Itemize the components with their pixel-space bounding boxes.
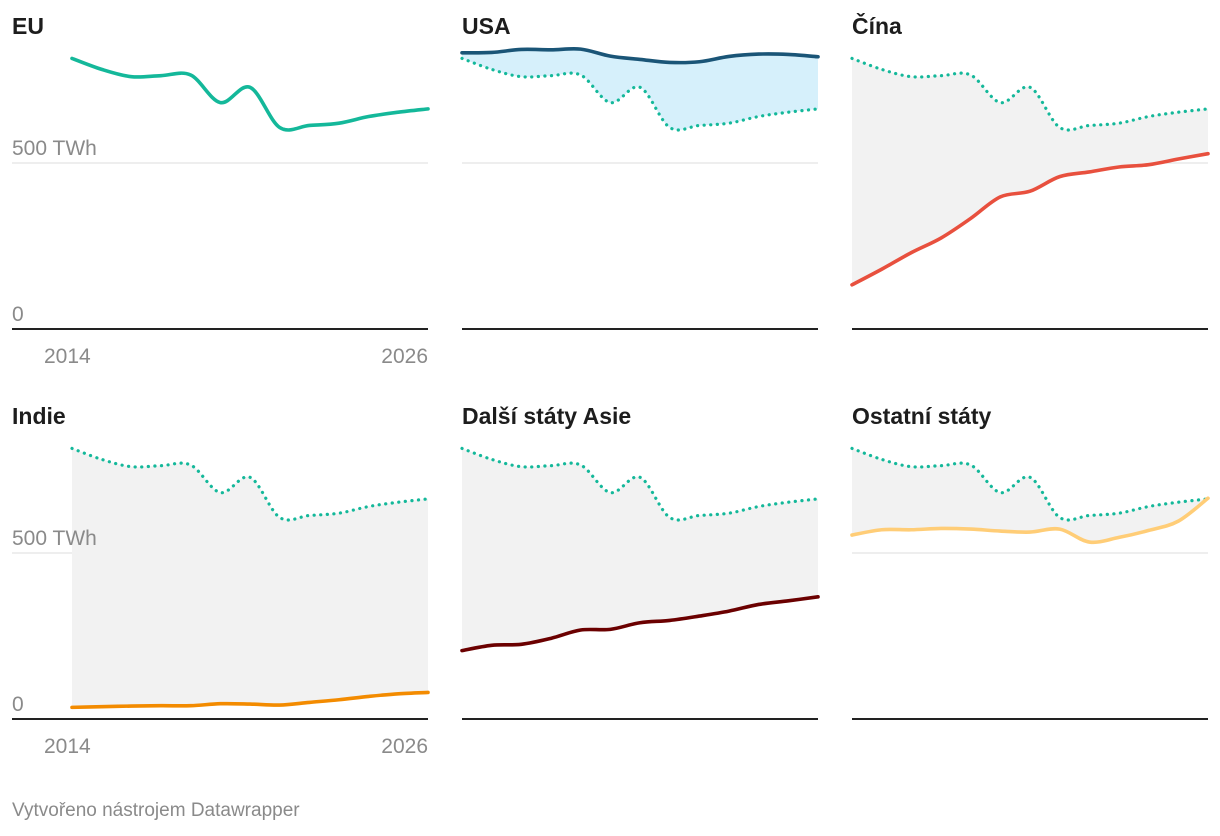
panel-title: Indie: [12, 403, 66, 429]
panel-5: Další státy Asie: [460, 403, 820, 720]
series-line: [460, 46, 820, 65]
panel-title: Další státy Asie: [462, 403, 631, 429]
eu-reference-line: [460, 56, 820, 132]
panel-title: EU: [12, 13, 44, 39]
eu-reference-line: [70, 446, 430, 522]
series-line: [70, 690, 430, 710]
series-line: [460, 595, 820, 653]
panel-title: Ostatní státy: [852, 403, 992, 429]
y-tick-label: 0: [12, 303, 24, 326]
y-tick-label: 0: [12, 693, 24, 716]
series-line: [850, 496, 1210, 545]
panel-1: EU 0 500 TWh 2014 2026: [12, 13, 430, 368]
eu-reference-line: [850, 446, 1210, 522]
panel-title: USA: [462, 13, 511, 39]
x-tick-label: 2026: [381, 735, 428, 758]
eu-reference-line: [850, 56, 1210, 132]
small-multiples-chart: EU 0 500 TWh 2014 2026 USA Čína Indie 0 500 TWh 20…: [12, 12, 1210, 758]
y-tick-label: 500 TWh: [12, 527, 97, 550]
y-tick-label: 500 TWh: [12, 137, 97, 160]
x-tick-label: 2026: [381, 345, 428, 368]
difference-area: [852, 58, 1208, 285]
datawrapper-credit: Vytvořeno nástrojem Datawrapper: [12, 800, 300, 821]
series-line: [850, 151, 1210, 287]
panel-3: Čína: [850, 12, 1210, 330]
difference-area: [462, 48, 818, 130]
panel-6: Ostatní státy: [850, 403, 1210, 720]
difference-area: [852, 448, 1208, 543]
panel-title: Čína: [852, 12, 902, 39]
x-tick-label: 2014: [44, 735, 91, 758]
eu-reference-line: [460, 446, 820, 522]
difference-area: [72, 448, 428, 708]
difference-area: [462, 448, 818, 651]
panel-2: USA: [460, 13, 820, 330]
x-tick-label: 2014: [44, 345, 91, 368]
panel-4: Indie 0 500 TWh 2014 2026: [12, 403, 430, 758]
series-line: [70, 56, 430, 132]
